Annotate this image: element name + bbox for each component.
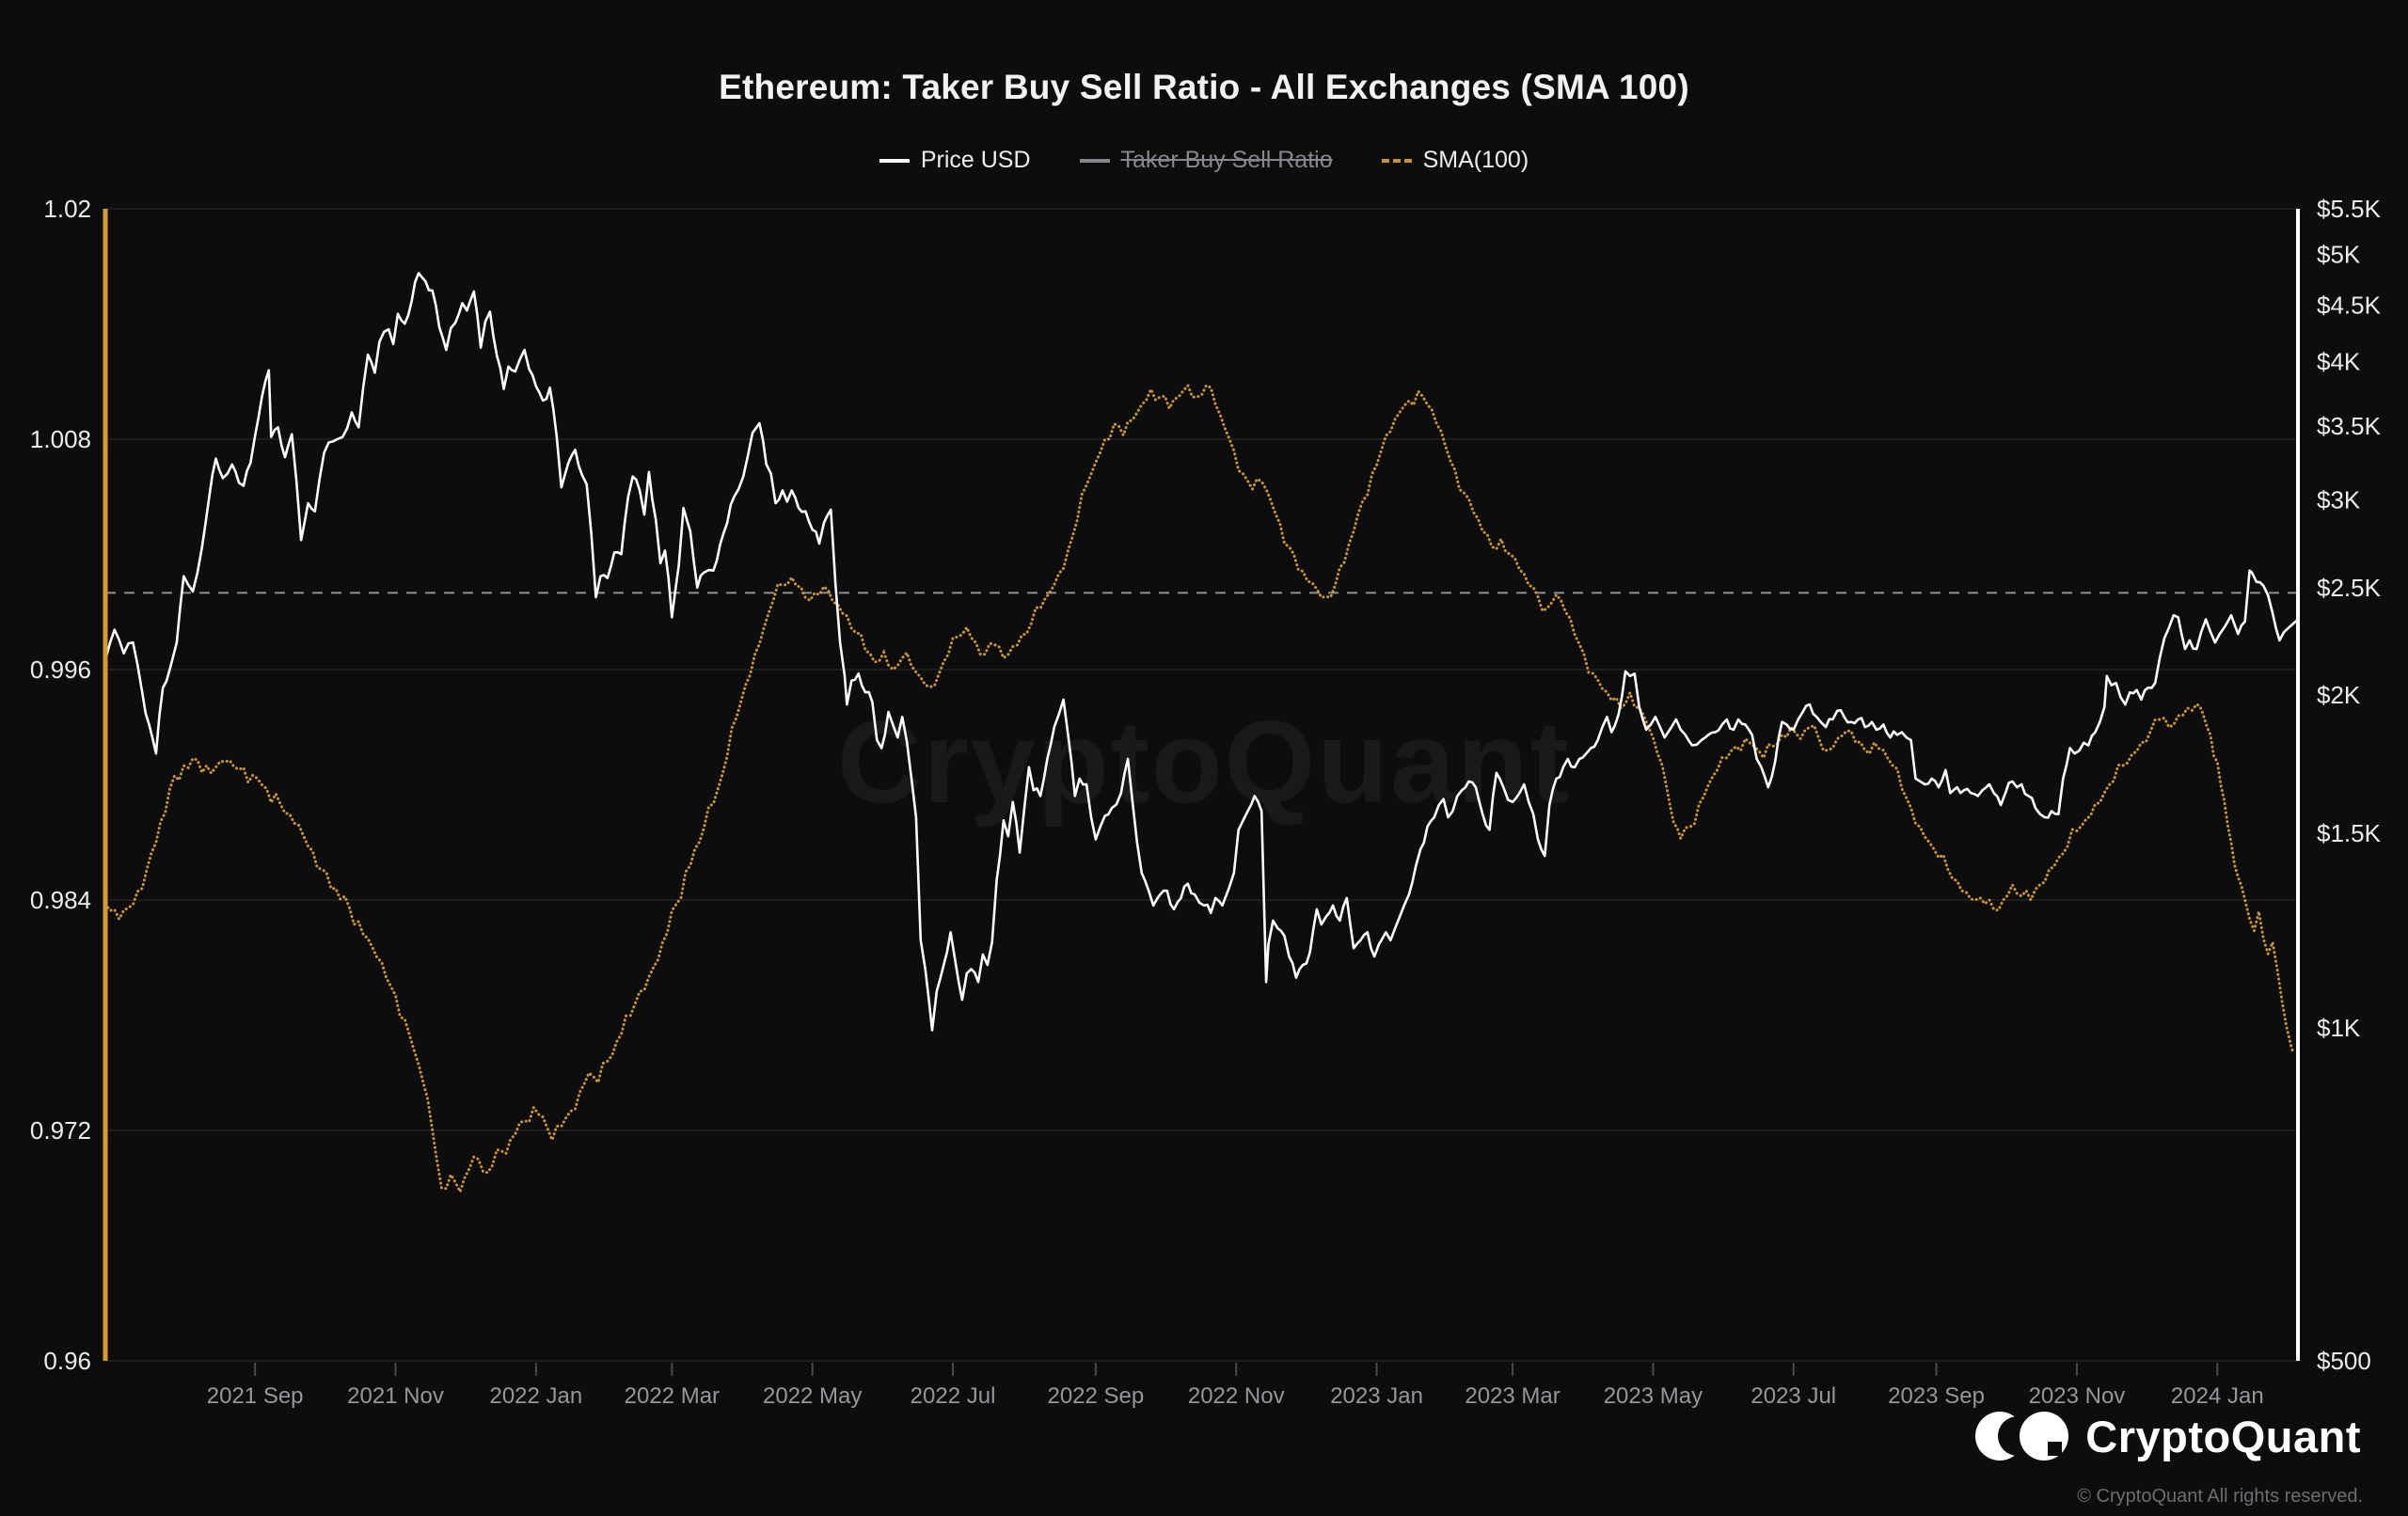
x-axis-tick-label: 2022 Jul [911, 1383, 996, 1409]
left-axis-tick-label: 0.972 [30, 1116, 91, 1145]
x-axis-tick-label: 2023 Mar [1465, 1383, 1560, 1409]
price-line-swatch-icon [879, 158, 910, 163]
right-axis-tick-label: $4.5K [2317, 292, 2382, 320]
legend-item-sma-100[interactable]: SMA(100) [1381, 147, 1529, 174]
right-axis-tick-label: $1.5K [2317, 819, 2382, 847]
left-axis-tick-label: 0.996 [30, 655, 91, 684]
x-axis-tick-label: 2024 Jan [2171, 1383, 2264, 1409]
legend-item-taker-buy-sell-ratio[interactable]: Taker Buy Sell Ratio [1079, 147, 1333, 174]
x-axis-tick-label: 2021 Nov [347, 1383, 444, 1409]
right-axis-tick-label: $2.5K [2317, 574, 2382, 602]
left-axis-tick-label: 0.96 [43, 1347, 91, 1375]
right-axis-tick-label: $3K [2317, 486, 2361, 514]
price-usd-line [103, 272, 2299, 1032]
x-axis-tick-label: 2022 May [763, 1383, 862, 1409]
right-axis-tick-label: $5.5K [2317, 195, 2382, 223]
sma-100-line [103, 382, 2295, 1196]
legend-label: SMA(100) [1422, 147, 1529, 173]
taker-line-swatch-icon [1079, 158, 1110, 163]
right-axis-tick-label: $1K [2317, 1014, 2361, 1042]
copyright-text: © CryptoQuant All rights reserved. [2077, 1486, 2363, 1507]
x-axis-tick-label: 2022 Nov [1188, 1383, 1285, 1409]
chart-title: Ethereum: Taker Buy Sell Ratio - All Exc… [719, 68, 1689, 106]
legend-item-price-usd[interactable]: Price USD [879, 147, 1031, 174]
x-axis-tick-label: 2022 Jan [489, 1383, 582, 1409]
x-axis-tick-label: 2023 May [1604, 1383, 1703, 1409]
legend: Price USD Taker Buy Sell Ratio SMA(100) [0, 147, 2408, 174]
x-axis-tick-label: 2022 Mar [625, 1383, 720, 1409]
left-axis-tick-label: 0.984 [30, 886, 91, 914]
sma-dashed-swatch-icon [1381, 158, 1412, 163]
right-axis-tick-label: $2K [2317, 681, 2361, 709]
x-axis-tick-label: 2023 Jul [1751, 1383, 1836, 1409]
left-axis-tick-label: 1.008 [30, 425, 91, 453]
right-axis-tick-label: $4K [2317, 348, 2361, 376]
x-axis-tick-label: 2022 Sep [1047, 1383, 1144, 1409]
right-axis-tick-label: $500 [2317, 1347, 2371, 1375]
legend-label: Price USD [920, 147, 1031, 173]
brand-footer: CryptoQuant [1974, 1409, 2361, 1463]
x-axis-tick-label: 2023 Nov [2029, 1383, 2126, 1409]
brand-name: CryptoQuant [2085, 1411, 2361, 1461]
x-axis-tick-label: 2021 Sep [207, 1383, 304, 1409]
legend-label: Taker Buy Sell Ratio [1120, 147, 1333, 173]
cryptoquant-logo-icon [1975, 1412, 2069, 1461]
left-axis-tick-label: 1.02 [43, 195, 91, 223]
right-axis-tick-label: $3.5K [2317, 412, 2382, 440]
right-axis-tick-label: $5K [2317, 241, 2361, 269]
x-axis-tick-label: 2023 Jan [1330, 1383, 1423, 1409]
x-axis-tick-label: 2023 Sep [1888, 1383, 1985, 1409]
